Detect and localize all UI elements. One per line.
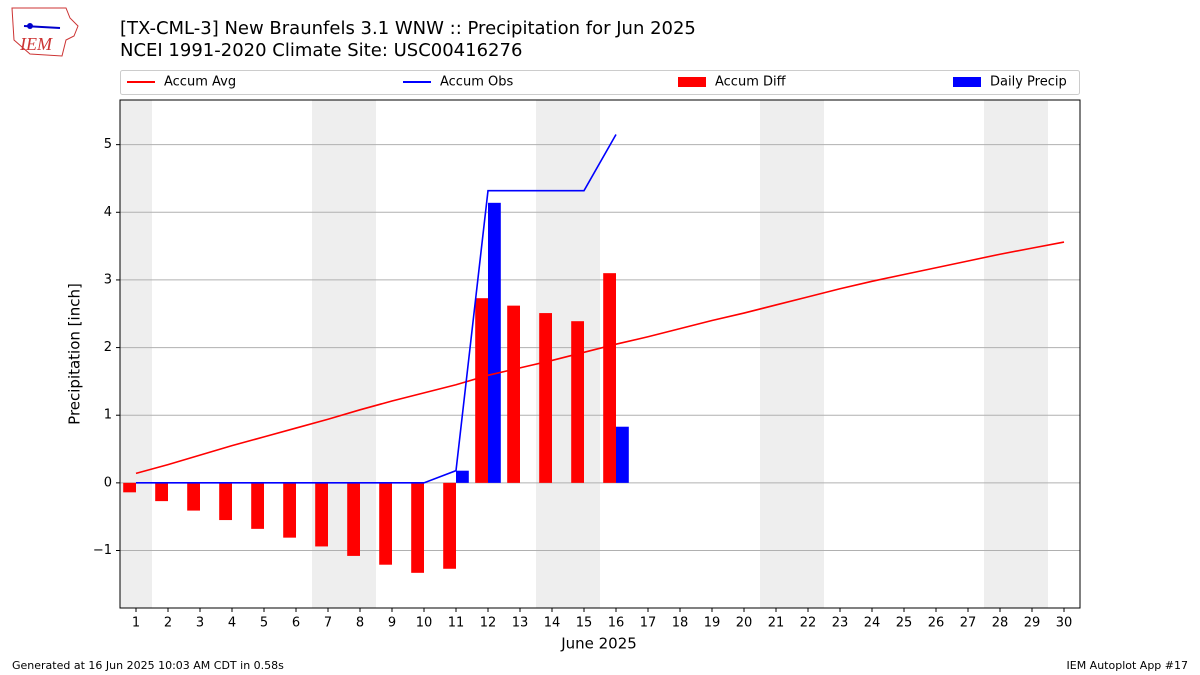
y-tick-label: 0 xyxy=(104,475,112,490)
x-tick-label: 30 xyxy=(1056,616,1073,631)
line xyxy=(135,241,1065,475)
x-tick-label: 2 xyxy=(164,616,172,631)
x-tick-label: 9 xyxy=(388,616,396,631)
bar xyxy=(456,470,469,483)
legend-swatch xyxy=(678,77,706,87)
x-tick-label: 7 xyxy=(324,616,332,631)
plot-frame xyxy=(119,99,1081,609)
x-tick-label: 6 xyxy=(292,616,300,631)
bar xyxy=(443,482,456,569)
x-tick-label: 11 xyxy=(448,616,465,631)
legend-label: Daily Precip xyxy=(990,75,1067,90)
weekend-band xyxy=(984,100,1048,608)
bar xyxy=(507,305,520,483)
x-tick-label: 4 xyxy=(228,616,236,631)
y-tick-label: 3 xyxy=(104,272,112,287)
chart-subtitle: NCEI 1991-2020 Climate Site: USC00416276 xyxy=(120,40,522,61)
bar xyxy=(283,482,296,538)
x-tick-label: 26 xyxy=(928,616,945,631)
legend-label: Accum Obs xyxy=(440,75,513,90)
bar xyxy=(616,426,629,483)
bar xyxy=(347,482,360,556)
x-tick-label: 27 xyxy=(960,616,977,631)
y-tick-label: −1 xyxy=(93,543,112,558)
x-tick-label: 14 xyxy=(544,616,561,631)
bar xyxy=(603,273,616,483)
bar xyxy=(315,482,328,547)
x-tick-label: 16 xyxy=(608,616,625,631)
bar xyxy=(475,298,488,483)
x-tick-label: 22 xyxy=(800,616,817,631)
x-tick-label: 21 xyxy=(768,616,785,631)
logo: IEM xyxy=(11,7,79,57)
x-tick-label: 23 xyxy=(832,616,849,631)
bar xyxy=(187,482,200,511)
x-tick-label: 15 xyxy=(576,616,593,631)
x-tick-label: 18 xyxy=(672,616,689,631)
legend-label: Accum Avg xyxy=(164,75,236,90)
legend-label: Accum Diff xyxy=(715,75,787,90)
y-axis-label: Precipitation [inch] xyxy=(66,283,84,425)
x-tick-label: 8 xyxy=(356,616,364,631)
x-axis-label: June 2025 xyxy=(560,635,637,653)
x-tick-label: 5 xyxy=(260,616,268,631)
bar xyxy=(539,313,552,483)
x-tick-label: 17 xyxy=(640,616,657,631)
legend-swatch xyxy=(953,77,981,87)
y-tick-label: 1 xyxy=(104,408,112,423)
bar xyxy=(251,482,264,529)
x-tick-label: 12 xyxy=(480,616,497,631)
weekend-band xyxy=(760,100,824,608)
bar xyxy=(123,482,136,493)
line xyxy=(136,134,617,484)
y-tick-label: 4 xyxy=(104,205,112,220)
bar xyxy=(571,321,584,483)
footer-right: IEM Autoplot App #17 xyxy=(1067,659,1189,672)
chart-title: [TX-CML-3] New Braunfels 3.1 WNW :: Prec… xyxy=(120,18,696,39)
bar xyxy=(379,482,392,565)
legend xyxy=(120,70,1080,95)
y-tick-label: 5 xyxy=(104,137,112,152)
y-tick-label: 2 xyxy=(104,340,112,355)
logo-text: IEM xyxy=(19,34,53,54)
x-tick-label: 20 xyxy=(736,616,753,631)
x-tick-label: 25 xyxy=(896,616,913,631)
x-tick-label: 28 xyxy=(992,616,1009,631)
bar xyxy=(219,482,232,521)
footer-left: Generated at 16 Jun 2025 10:03 AM CDT in… xyxy=(12,659,284,672)
x-tick-label: 10 xyxy=(416,616,433,631)
x-tick-label: 24 xyxy=(864,616,881,631)
weekend-band xyxy=(120,100,152,608)
bar xyxy=(411,482,424,573)
bar xyxy=(155,482,168,502)
x-tick-label: 29 xyxy=(1024,616,1041,631)
x-tick-label: 1 xyxy=(132,616,140,631)
x-tick-label: 3 xyxy=(196,616,204,631)
x-tick-label: 19 xyxy=(704,616,721,631)
bar xyxy=(488,202,501,483)
x-tick-label: 13 xyxy=(512,616,529,631)
